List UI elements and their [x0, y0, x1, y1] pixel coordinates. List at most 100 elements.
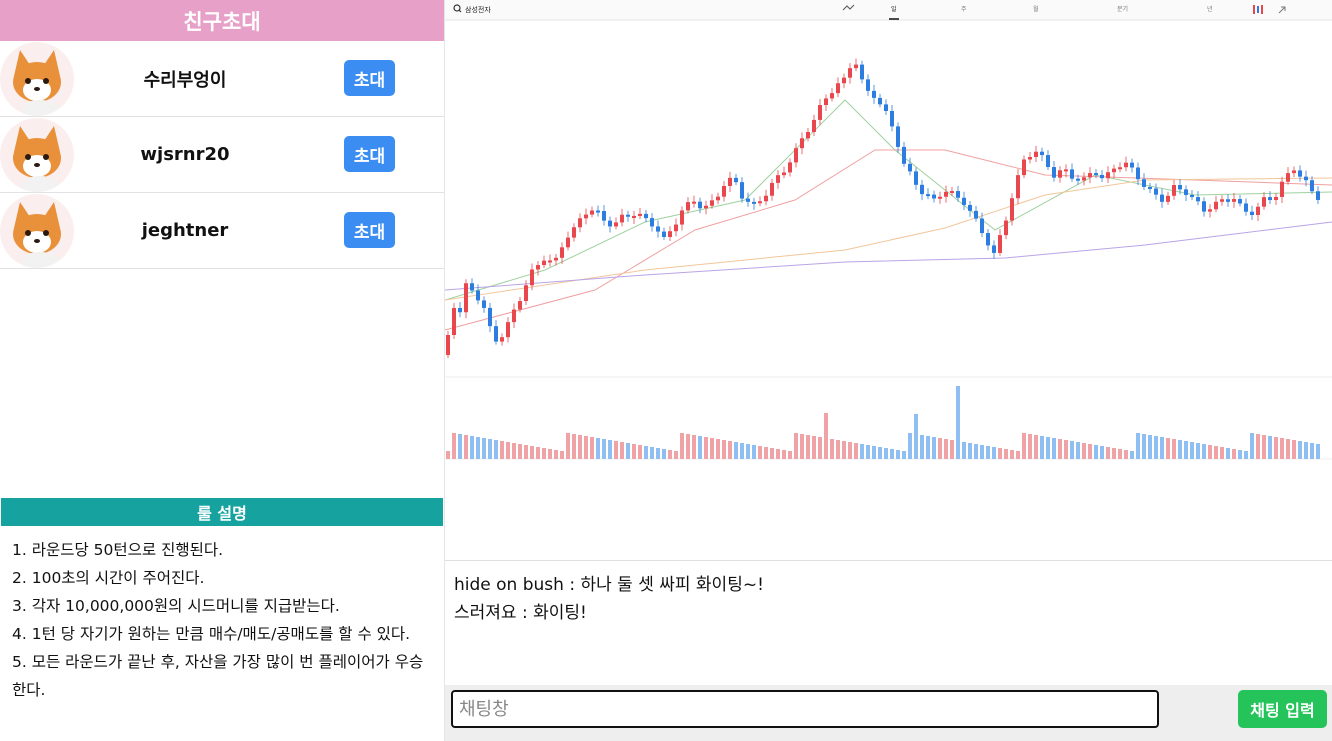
volume-bar [1016, 451, 1020, 459]
right-panel: 삼성전자 일 주 월 분기 년 hide on bush : 하나 둘 셋 싸피… [445, 0, 1332, 741]
invite-button[interactable]: 초대 [344, 60, 395, 96]
volume-bar [944, 439, 948, 459]
invite-button[interactable]: 초대 [344, 136, 395, 172]
candle-body [800, 138, 804, 149]
candle-body [578, 218, 582, 228]
tab-quarter[interactable]: 분기 [1117, 5, 1128, 13]
search-icon [453, 4, 462, 13]
candle-body [1244, 203, 1248, 212]
volume-bar [500, 441, 504, 459]
tab-day[interactable]: 일 [891, 5, 897, 13]
candle-body [1286, 173, 1290, 182]
expand-icon[interactable] [1278, 6, 1286, 14]
chat-input[interactable] [451, 690, 1159, 728]
volume-bar [848, 442, 852, 459]
tab-year[interactable]: 년 [1207, 5, 1213, 13]
volume-bar [1070, 441, 1074, 459]
volume-bar [758, 446, 762, 459]
volume-bar [1058, 439, 1062, 459]
volume-bar [674, 451, 678, 459]
volume-bar [896, 450, 900, 459]
candle-body [782, 172, 786, 176]
volume-bar [1214, 446, 1218, 459]
volume-bar [458, 434, 462, 459]
volume-bar [1274, 437, 1278, 459]
volume-bar [584, 436, 588, 459]
candle-body [866, 79, 870, 91]
volume-bar [1268, 436, 1272, 459]
volume-bar [542, 448, 546, 459]
candle-body [452, 307, 456, 335]
volume-bar [764, 447, 768, 459]
candle-body [548, 260, 552, 263]
candle-body [1208, 209, 1212, 212]
candle-body [812, 119, 816, 132]
friend-name: jeghtner [141, 220, 229, 241]
candle-body [1220, 199, 1224, 202]
candle-body [1088, 173, 1092, 178]
volume-bar [1202, 444, 1206, 459]
volume-bar [452, 433, 456, 459]
candle-body [1118, 167, 1122, 170]
volume-bar [578, 435, 582, 459]
candle-body [806, 131, 810, 139]
volume-bar [752, 445, 756, 459]
candle-body [1040, 151, 1044, 156]
volume-bar [854, 443, 858, 459]
volume-bar [608, 440, 612, 459]
volume-bar [1028, 434, 1032, 459]
volume-bar [590, 437, 594, 459]
volume-bar [1250, 433, 1254, 459]
volume-bar [1316, 444, 1320, 459]
candle-body [788, 162, 792, 173]
volume-bar [692, 435, 696, 459]
volume-bar [1022, 433, 1026, 459]
tab-week[interactable]: 주 [961, 6, 967, 13]
volume-bar [1232, 449, 1236, 459]
candle-body [458, 307, 462, 313]
candle-body [1142, 179, 1146, 187]
candle-body [1094, 173, 1098, 176]
candle-body [1148, 186, 1152, 189]
volume-bar [482, 438, 486, 459]
candle-body [920, 184, 924, 195]
send-chat-button[interactable]: 채팅 입력 [1238, 690, 1327, 728]
candle-body [1268, 197, 1272, 201]
volume-bar [698, 436, 702, 459]
volume-bar [662, 449, 666, 459]
volume-bar [890, 449, 894, 459]
tab-month[interactable]: 월 [1033, 5, 1039, 13]
candle-body [1214, 201, 1218, 210]
volume-bar [1280, 438, 1284, 459]
volume-bar [1190, 442, 1194, 459]
volume-bar [1034, 435, 1038, 459]
invite-button[interactable]: 초대 [344, 212, 395, 248]
candle-body [572, 227, 576, 238]
candle-body [500, 337, 504, 342]
volume-bar [782, 450, 786, 459]
rule-item: 5. 모든 라운드가 끝난 후, 자산을 가장 많이 번 플레이어가 우승한다. [12, 653, 424, 699]
line-chart-icon[interactable] [842, 4, 855, 11]
volume-bar [470, 436, 474, 459]
volume-bar [1172, 439, 1176, 459]
volume-bar [1040, 436, 1044, 459]
volume-bar [602, 439, 606, 459]
volume-bar [842, 441, 846, 459]
volume-bar [506, 442, 510, 459]
candle-body [1238, 199, 1242, 204]
search-text[interactable]: 삼성전자 [465, 5, 491, 14]
candle-body [662, 231, 666, 238]
candle-settings-icon[interactable] [1253, 5, 1263, 14]
candle-body [1076, 178, 1080, 181]
candle-body [992, 245, 996, 253]
candle-body [1304, 176, 1308, 181]
candle-body [1016, 175, 1020, 199]
candle-body [1292, 170, 1296, 174]
candle-body [698, 201, 702, 209]
candle-body [1028, 156, 1032, 160]
volume-bar [1220, 447, 1224, 459]
volume-bar [794, 433, 798, 459]
volume-bar [1130, 451, 1134, 459]
candle-body [1166, 195, 1170, 202]
volume-bar [1178, 440, 1182, 459]
